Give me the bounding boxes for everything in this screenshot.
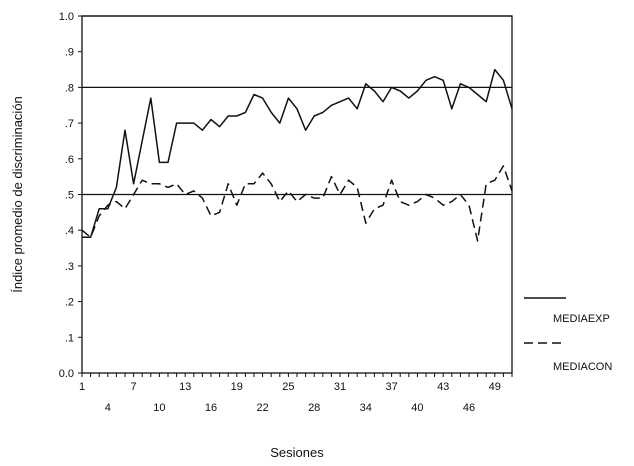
x-tick-label: 49 [489,381,501,393]
x-tick-label: 22 [256,402,268,414]
x-tick-label: 10 [153,402,165,414]
y-tick-label: .5 [65,190,74,202]
y-tick-label: .7 [65,118,74,130]
series-line-mediacon [81,165,513,242]
y-tick-label: .1 [65,332,74,344]
y-tick-label: .9 [65,47,74,59]
x-tick-label: 13 [179,381,191,393]
x-tick-label: 19 [231,381,243,393]
x-tick-label: 16 [205,402,217,414]
y-tick-label: .8 [65,82,74,94]
y-tick-label: .2 [65,297,74,309]
y-axis-title: Índice promedio de discriminación [10,96,25,293]
x-tick-label: 7 [131,381,137,393]
x-axis: 1 7 13 19 25 31 37 43 49 4 10 16 22 28 34 40 46 [79,373,513,414]
legend: MEDIAEXP MEDIACON [524,297,612,373]
series-lines [81,68,513,242]
y-tick-label: 0.0 [59,368,74,380]
x-tick-label: 31 [334,381,346,393]
y-tick-label: .3 [65,261,74,273]
y-tick-label: .4 [65,225,74,237]
legend-label-mediaexp: MEDIAEXP [553,313,610,325]
reference-lines [82,15,512,196]
legend-label-mediacon: MEDIACON [553,361,612,373]
x-tick-label: 25 [282,381,294,393]
x-axis-title: Sesiones [270,445,324,460]
x-tick-label: 1 [79,381,85,393]
x-tick-label: 4 [105,402,111,414]
y-tick-label: .6 [65,154,74,166]
x-tick-label: 46 [463,402,475,414]
x-tick-label: 34 [360,402,372,414]
series-line-mediaexp [82,68,513,239]
x-tick-label: 43 [437,381,449,393]
x-tick-label: 40 [411,402,423,414]
x-tick-label: 37 [385,381,397,393]
y-tick-label: 1.0 [59,11,74,23]
x-tick-label: 28 [308,402,320,414]
y-axis: 0.0 .1 .2 .3 .4 .5 .6 .7 .8 .9 1.0 [59,11,82,380]
